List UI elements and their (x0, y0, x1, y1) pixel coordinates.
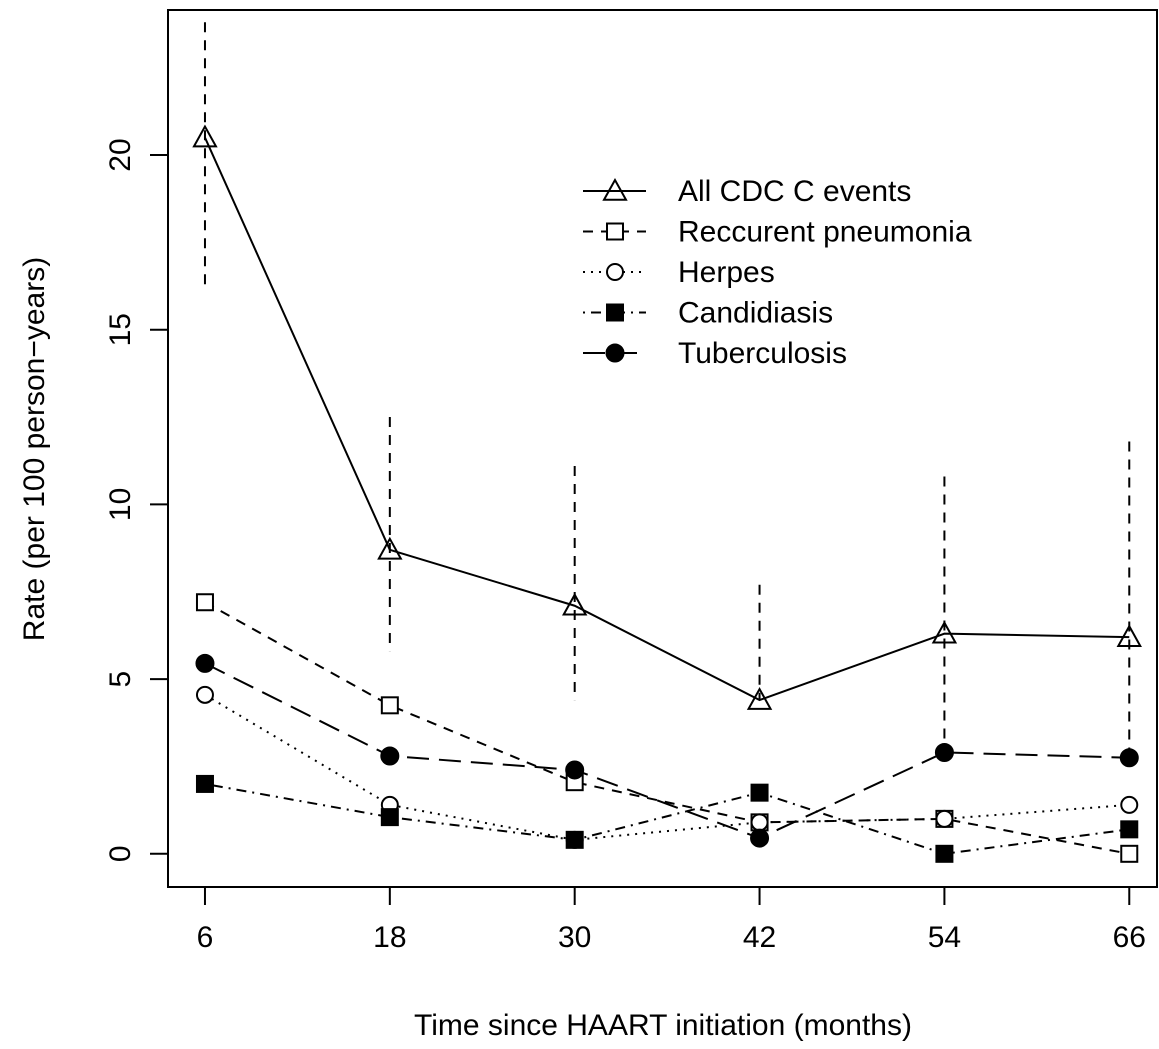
series-4-point (934, 742, 954, 762)
series-0-point (746, 687, 773, 710)
series-line-4 (204, 662, 1130, 840)
series-1-point (195, 593, 214, 612)
series-3-point (195, 774, 214, 793)
legend-label-4: Tuberculosis (678, 337, 847, 370)
series-4-point (565, 760, 585, 780)
series-4-point (380, 746, 400, 766)
series-2-point (195, 685, 214, 704)
y-tick-label: 5 (104, 671, 137, 688)
y-tick-label: 15 (104, 313, 137, 346)
series-4-point (750, 828, 770, 848)
x-tick-label: 18 (373, 921, 406, 954)
series-4-point (195, 653, 215, 673)
legend-marker-3 (606, 303, 624, 322)
series-lines (204, 137, 1130, 855)
series-3-point (1120, 820, 1139, 839)
series-line-2 (204, 693, 1130, 841)
y-tick-label: 10 (104, 488, 137, 521)
series-line-1 (204, 601, 1130, 855)
series-0-point (1116, 624, 1142, 647)
series-2-point (750, 813, 769, 832)
plot-frame (167, 9, 1158, 888)
series-3-point (935, 844, 954, 863)
error-bars (203, 22, 1131, 753)
legend-label-1: Reccurent pneumonia (678, 216, 972, 249)
series-3-point (750, 783, 769, 802)
series-1-point (380, 696, 399, 715)
legend-label-2: Herpes (678, 256, 775, 289)
series-4-point (1119, 748, 1139, 768)
series-3-point (565, 830, 584, 849)
series-2-point (935, 809, 954, 828)
legend: All CDC C events Reccurent pneumonia Herpe… (583, 175, 972, 370)
series-line-0 (204, 137, 1130, 702)
y-tick-label: 20 (104, 138, 137, 171)
legend-marker-4 (605, 343, 625, 363)
legend-label-0: All CDC C events (678, 175, 911, 208)
series-0-point (192, 124, 218, 148)
series-0-point (931, 620, 958, 644)
x-tick-label: 6 (197, 921, 214, 954)
series-2-point (1120, 795, 1139, 814)
x-tick-label: 42 (743, 921, 776, 954)
x-tick-label: 66 (1113, 921, 1146, 954)
x-tick-label: 30 (558, 921, 591, 954)
series-0-point (561, 592, 588, 616)
y-tick-label: 0 (104, 845, 137, 862)
series-line-3 (204, 782, 1130, 855)
x-axis-label: Time since HAART initiation (months) (414, 1009, 912, 1042)
axes: 6 18 30 42 54 66 0 5 10 15 20 (104, 138, 1146, 954)
legend-label-3: Candidiasis (678, 297, 833, 330)
y-axis-label: Rate (per 100 person−years) (18, 257, 51, 641)
series-1-point (1120, 844, 1139, 863)
series-0-point (377, 536, 403, 560)
legend-marker-2 (606, 263, 624, 281)
legend-marker-0 (602, 177, 628, 201)
series-markers (192, 124, 1142, 863)
x-tick-label: 54 (928, 921, 961, 954)
legend-marker-1 (606, 222, 624, 241)
series-3-point (380, 808, 399, 827)
